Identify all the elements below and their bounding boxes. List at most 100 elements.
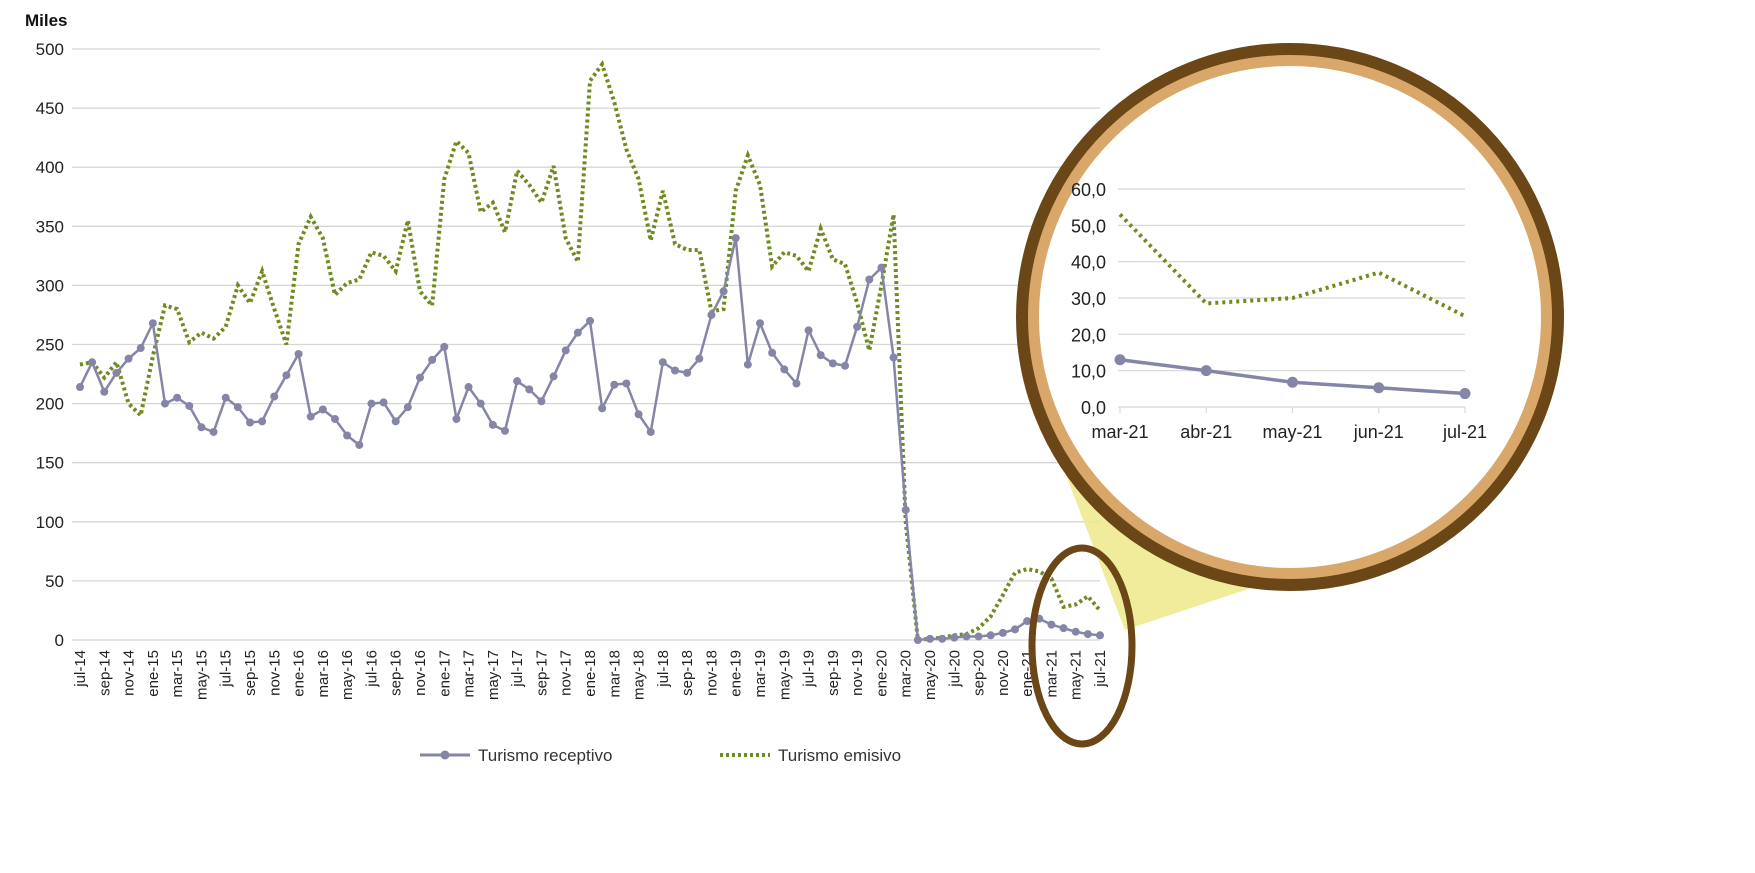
x-tick-label: may-17 xyxy=(485,650,502,700)
y-tick-label: 200 xyxy=(36,395,64,414)
data-point-receptivo xyxy=(294,349,303,358)
x-tick-label: nov-14 xyxy=(121,650,138,696)
x-tick-label: jul-19 xyxy=(801,650,818,688)
x-tick-label: jul-16 xyxy=(363,650,380,688)
data-point-receptivo xyxy=(901,505,910,514)
data-point-receptivo xyxy=(889,353,898,362)
zoom-lens-outer xyxy=(1017,44,1563,590)
data-point-receptivo xyxy=(525,385,534,394)
data-point-receptivo xyxy=(816,351,825,360)
data-point-receptivo xyxy=(173,393,182,402)
data-point-receptivo xyxy=(913,636,922,644)
series-line-emisivo xyxy=(79,60,1102,643)
data-point-receptivo xyxy=(792,379,801,388)
data-point-receptivo xyxy=(1071,627,1080,636)
x-tick-label: may-18 xyxy=(631,650,648,700)
x-tick-label: may-15 xyxy=(193,650,210,700)
data-point-receptivo xyxy=(416,373,424,382)
x-tick-label: nov-16 xyxy=(412,650,429,696)
inset-x-tick-label: jul-21 xyxy=(1442,422,1487,442)
data-point-receptivo xyxy=(1083,630,1092,639)
legend-receptivo-label: Turismo receptivo xyxy=(478,746,612,765)
x-tick-label: sep-17 xyxy=(533,650,550,696)
x-tick-label: mar-16 xyxy=(315,650,332,698)
x-tick-label: jul-20 xyxy=(946,650,963,688)
data-point-receptivo xyxy=(731,234,740,243)
y-tick-label: 300 xyxy=(36,276,64,295)
x-tick-label: sep-18 xyxy=(679,650,696,696)
y-tick-label: 0 xyxy=(55,631,64,650)
legend-emisivo-label: Turismo emisivo xyxy=(778,746,901,765)
data-point-receptivo xyxy=(950,633,959,642)
data-point-receptivo xyxy=(88,358,97,367)
inset-chart: 0,0 10,0 20,0 30,0 40,0 50,0 60,0 mar-21 abr-21 m… xyxy=(1071,180,1487,442)
x-tick-label: sep-20 xyxy=(971,650,988,696)
data-point-receptivo xyxy=(598,404,607,413)
x-tick-label: mar-20 xyxy=(898,650,915,698)
data-point-receptivo xyxy=(671,366,679,375)
legend: Turismo receptivo Turismo emisivo xyxy=(420,746,901,765)
y-tick-label: 350 xyxy=(36,217,64,236)
data-point-receptivo xyxy=(622,379,631,388)
data-point-receptivo xyxy=(464,383,473,392)
x-tick-label: ene-19 xyxy=(728,650,745,697)
data-point-receptivo xyxy=(998,628,1007,637)
x-tick-label: jul-17 xyxy=(509,650,526,688)
inset-series-emisivo xyxy=(1118,213,1466,318)
y-tick-label: 450 xyxy=(36,99,64,118)
data-point-receptivo xyxy=(865,275,874,284)
data-point-receptivo xyxy=(780,365,789,374)
x-tick-label: mar-17 xyxy=(461,650,478,698)
data-point-receptivo xyxy=(841,361,849,370)
x-tick-label: ene-15 xyxy=(145,650,162,697)
data-point-receptivo xyxy=(743,360,752,369)
data-point-receptivo xyxy=(707,310,716,319)
inset-data-point-receptivo xyxy=(1373,382,1385,394)
data-point-receptivo xyxy=(440,342,449,351)
data-point-receptivo xyxy=(209,427,218,436)
data-point-receptivo xyxy=(938,634,947,643)
x-tick-label: may-21 xyxy=(1068,650,1085,700)
data-point-receptivo xyxy=(1047,620,1056,629)
x-tick-label: sep-15 xyxy=(242,650,259,696)
inset-y-tick-label: 50,0 xyxy=(1071,216,1106,236)
inset-data-point-receptivo xyxy=(1459,388,1471,400)
data-point-receptivo xyxy=(695,354,704,363)
data-point-receptivo xyxy=(586,316,594,325)
y-tick-label: 250 xyxy=(36,336,64,355)
x-tick-label: ene-16 xyxy=(291,650,308,697)
inset-y-tick-label: 60,0 xyxy=(1071,180,1106,200)
data-point-receptivo xyxy=(452,414,461,423)
data-point-receptivo xyxy=(379,398,388,407)
data-point-receptivo xyxy=(367,399,376,408)
data-point-receptivo xyxy=(391,417,400,426)
data-point-receptivo xyxy=(1011,625,1019,634)
data-point-receptivo xyxy=(318,405,327,414)
inset-y-tick-label: 30,0 xyxy=(1071,289,1106,309)
x-tick-label: nov-20 xyxy=(995,650,1012,696)
data-point-receptivo xyxy=(100,387,109,396)
x-tick-label: mar-18 xyxy=(606,650,623,698)
y-tick-label: 400 xyxy=(36,158,64,177)
x-tick-label: mar-15 xyxy=(169,650,186,698)
x-tick-label: nov-17 xyxy=(558,650,575,696)
y-tick-label: 50 xyxy=(45,572,64,591)
data-point-receptivo xyxy=(853,322,862,331)
x-tick-label: ene-20 xyxy=(873,650,890,697)
data-point-receptivo xyxy=(962,632,971,641)
y-axis-label: Miles xyxy=(25,11,68,30)
x-tick-label: sep-19 xyxy=(825,650,842,696)
data-point-receptivo xyxy=(926,634,934,643)
data-point-receptivo xyxy=(573,328,582,337)
data-point-receptivo xyxy=(646,427,655,436)
data-point-receptivo xyxy=(476,399,485,408)
data-point-receptivo xyxy=(233,403,242,412)
data-point-receptivo xyxy=(877,263,886,272)
data-point-receptivo xyxy=(258,417,267,426)
x-tick-label: ene-18 xyxy=(582,650,599,697)
inset-y-tick-label: 20,0 xyxy=(1071,325,1106,345)
inset-x-tick-label: jun-21 xyxy=(1353,422,1404,442)
data-point-receptivo xyxy=(1023,617,1032,626)
zoom-source-ellipse xyxy=(1028,544,1136,748)
